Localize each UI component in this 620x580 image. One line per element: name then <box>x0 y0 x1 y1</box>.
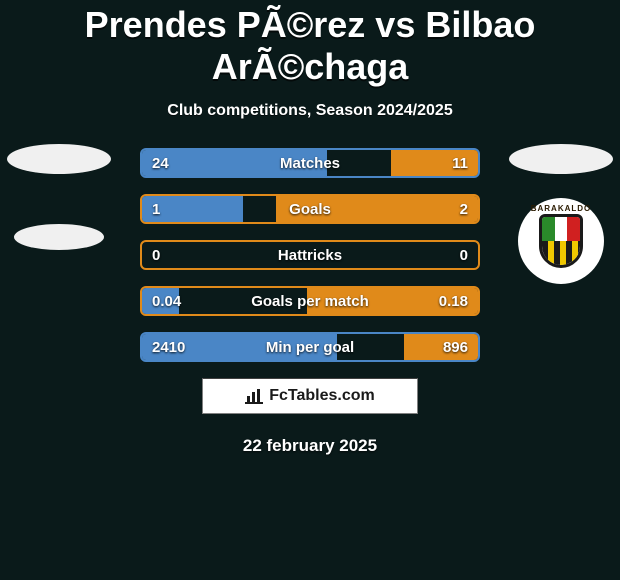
stat-bars: 24Matches11 1Goals2 0Hattricks0 0.04Goals p… <box>140 148 480 362</box>
credit-text: FcTables.com <box>269 387 375 405</box>
stat-fill-right <box>404 334 478 360</box>
stat-row: 0.04Goals per match0.18 <box>140 286 480 316</box>
player-right-photo-placeholder <box>509 144 613 174</box>
stat-fill-left <box>142 196 243 222</box>
player-left-column <box>4 144 114 274</box>
stat-row: 1Goals2 <box>140 194 480 224</box>
credit-box[interactable]: FcTables.com <box>202 378 418 414</box>
club-name-right: BARAKALDO <box>531 204 592 213</box>
comparison-card: Prendes PÃ©rez vs Bilbao ArÃ©chaga Club … <box>0 0 620 580</box>
shield-icon <box>539 214 583 268</box>
chart-icon <box>245 388 263 404</box>
stat-value-left: 0 <box>152 247 160 264</box>
player-right-column: BARAKALDO <box>506 144 616 284</box>
date-text: 22 february 2025 <box>0 436 620 456</box>
stat-fill-left <box>142 288 179 314</box>
page-title: Prendes PÃ©rez vs Bilbao ArÃ©chaga <box>0 4 620 88</box>
stat-row: 2410Min per goal896 <box>140 332 480 362</box>
arena: BARAKALDO 24Matches111Goals20Hattricks00… <box>0 148 620 456</box>
stat-fill-right <box>307 288 478 314</box>
stat-fill-right <box>276 196 478 222</box>
player-left-club-placeholder <box>14 224 104 250</box>
stat-label: Hattricks <box>142 247 478 264</box>
stat-fill-right <box>391 150 478 176</box>
club-badge-right: BARAKALDO <box>518 198 604 284</box>
subtitle: Club competitions, Season 2024/2025 <box>0 102 620 120</box>
stat-value-right: 0 <box>460 247 468 264</box>
stat-row: 0Hattricks0 <box>140 240 480 270</box>
stat-fill-left <box>142 334 337 360</box>
stat-row: 24Matches11 <box>140 148 480 178</box>
stat-fill-left <box>142 150 327 176</box>
player-left-photo-placeholder <box>7 144 111 174</box>
